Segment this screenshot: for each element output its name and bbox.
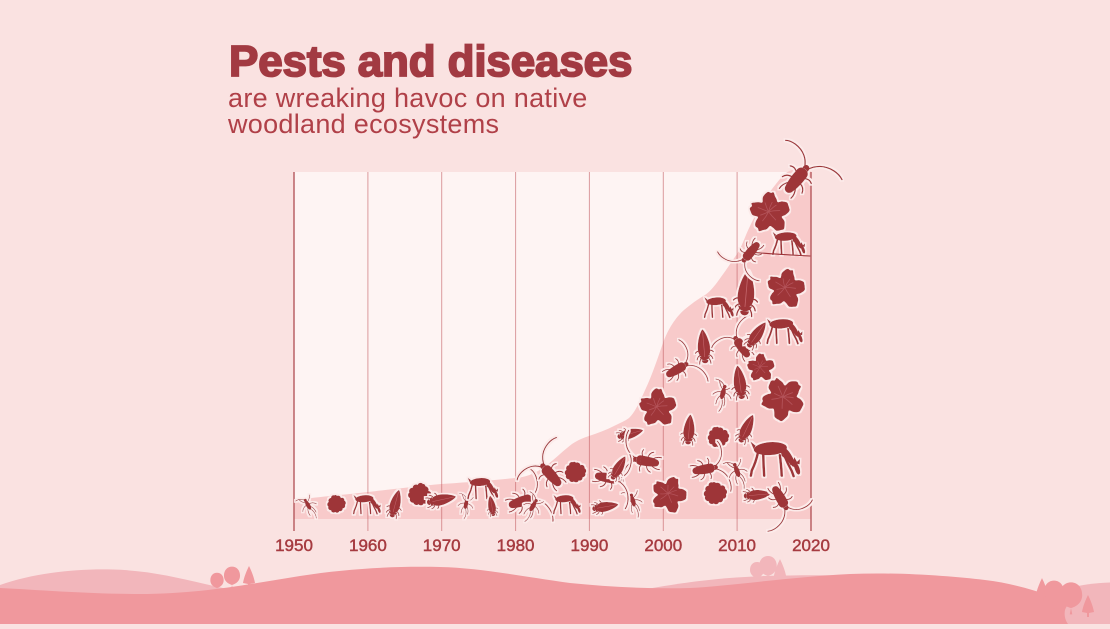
svg-text:2020: 2020 — [792, 536, 830, 555]
svg-text:1980: 1980 — [497, 536, 535, 555]
svg-text:Pests and diseases: Pests and diseases — [229, 37, 632, 86]
svg-text:woodland ecosystems: woodland ecosystems — [227, 109, 499, 139]
svg-text:1950: 1950 — [275, 536, 313, 555]
svg-text:1960: 1960 — [349, 536, 387, 555]
svg-text:are wreaking havoc on native: are wreaking havoc on native — [228, 83, 588, 113]
svg-text:1970: 1970 — [423, 536, 461, 555]
svg-text:2000: 2000 — [644, 536, 682, 555]
svg-text:2010: 2010 — [718, 536, 756, 555]
svg-text:1990: 1990 — [570, 536, 608, 555]
